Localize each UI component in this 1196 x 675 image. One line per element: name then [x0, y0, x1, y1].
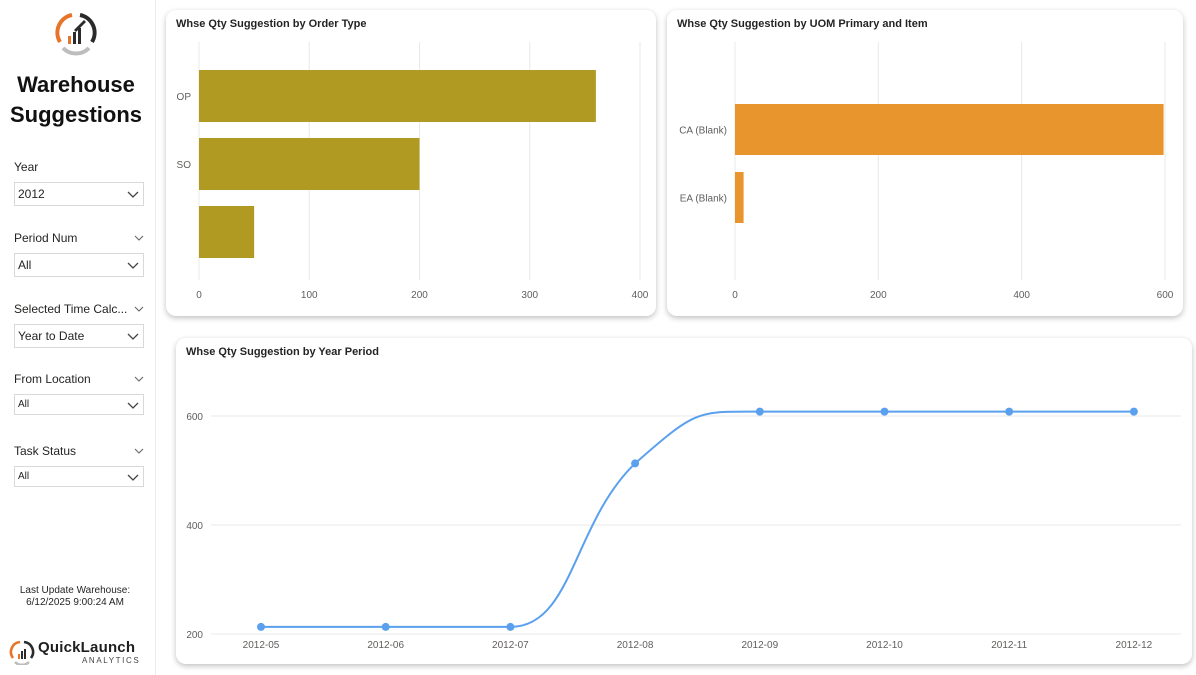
x-tick-label: 200: [870, 290, 887, 301]
data-point: [755, 407, 764, 416]
chevron-down-icon[interactable]: [134, 233, 144, 243]
bar: [199, 138, 420, 190]
year-slicer: Year 2012: [14, 158, 144, 206]
y-tick-label: 400: [186, 521, 203, 532]
task-status-slicer: Task Status All: [14, 442, 144, 487]
x-tick-label: 400: [1013, 290, 1030, 301]
x-tick-label: 2012-05: [243, 640, 280, 651]
brand-subtitle: ANALYTICS: [82, 656, 141, 665]
data-point: [1129, 407, 1138, 416]
data-point: [631, 459, 640, 468]
chevron-down-icon: [127, 333, 139, 340]
chart-title: Whse Qty Suggestion by UOM Primary and I…: [677, 18, 928, 30]
from-location-dropdown[interactable]: All: [14, 394, 144, 415]
chevron-down-icon: [127, 402, 139, 409]
x-tick-label: 0: [732, 290, 738, 301]
chevron-down-icon: [127, 262, 139, 269]
time-calc-dropdown[interactable]: Year to Date: [14, 324, 144, 348]
data-point: [506, 622, 515, 631]
quicklaunch-logo-icon: [9, 640, 35, 665]
bar: [199, 70, 596, 122]
period-num-label: Period Num: [14, 231, 78, 245]
chevron-down-icon: [127, 474, 139, 481]
y-tick-label: OP: [177, 92, 192, 103]
year-period-chart-card[interactable]: Whse Qty Suggestion by Year Period 200 40…: [176, 338, 1192, 664]
x-tick-label: 2012-11: [991, 640, 1027, 651]
y-tick-label: EA (Blank): [680, 194, 727, 205]
data-point: [381, 622, 390, 631]
time-calc-label: Selected Time Calc...: [14, 302, 128, 316]
bar: [735, 104, 1164, 155]
data-point: [257, 622, 265, 631]
bar: [735, 172, 744, 223]
order-type-bar-chart: 0 100 200 300 400 OP SO: [177, 42, 649, 301]
y-tick-label: 200: [186, 630, 203, 641]
uom-chart-card[interactable]: Whse Qty Suggestion by UOM Primary and I…: [667, 10, 1183, 316]
bar: [199, 206, 255, 258]
year-period-line-chart: 200 400 600 2012-05 2012-06 2012-07 2012-08 201…: [186, 407, 1181, 651]
x-tick-label: 2012-08: [617, 640, 654, 651]
period-num-slicer: Period Num All: [14, 229, 144, 277]
x-tick-label: 600: [1157, 290, 1174, 301]
y-tick-label: CA (Blank): [679, 126, 727, 137]
chart-title: Whse Qty Suggestion by Order Type: [176, 18, 367, 30]
period-num-value: All: [18, 258, 32, 272]
chevron-down-icon[interactable]: [134, 374, 144, 384]
x-tick-label: 400: [632, 290, 649, 301]
x-tick-label: 100: [301, 290, 318, 301]
chart-title: Whse Qty Suggestion by Year Period: [186, 346, 379, 358]
x-tick-label: 2012-12: [1116, 640, 1153, 651]
x-tick-label: 200: [411, 290, 428, 301]
y-tick-label: SO: [177, 160, 192, 171]
from-location-label: From Location: [14, 372, 91, 386]
data-point: [1005, 407, 1014, 416]
page-title: Warehouse Suggestions: [9, 72, 142, 127]
sidebar: Warehouse Suggestions Year 2012 Period N…: [0, 0, 156, 675]
rocket-gauge-icon: [55, 13, 97, 56]
brand-name: QuickLaunch: [38, 639, 136, 656]
task-status-value: All: [18, 471, 30, 482]
x-tick-label: 300: [521, 290, 538, 301]
x-tick-label: 2012-09: [741, 640, 778, 651]
from-location-slicer: From Location All: [14, 370, 144, 415]
x-tick-label: 2012-07: [492, 640, 529, 651]
y-tick-label: 600: [186, 412, 203, 423]
year-value: 2012: [18, 187, 45, 201]
period-num-dropdown[interactable]: All: [14, 253, 144, 277]
series-line: [261, 410, 1134, 628]
time-calc-slicer: Selected Time Calc... Year to Date: [14, 300, 144, 348]
x-tick-label: 2012-06: [367, 640, 404, 651]
time-calc-value: Year to Date: [18, 329, 85, 343]
chevron-down-icon: [127, 191, 139, 198]
year-dropdown[interactable]: 2012: [14, 182, 144, 206]
last-update-text: Last Update Warehouse: 6/12/2025 9:00:24…: [19, 585, 131, 608]
order-type-chart-card[interactable]: Whse Qty Suggestion by Order Type 0 100 20…: [166, 10, 656, 316]
x-tick-label: 0: [196, 290, 202, 301]
task-status-dropdown[interactable]: All: [14, 466, 144, 487]
x-tick-label: 2012-10: [866, 640, 903, 651]
from-location-value: All: [18, 399, 30, 410]
year-label: Year: [14, 160, 39, 174]
uom-bar-chart: 0 200 400 600 CA (Blank) EA (Blank): [679, 42, 1174, 301]
data-point: [880, 407, 889, 416]
chevron-down-icon[interactable]: [134, 304, 144, 314]
task-status-label: Task Status: [14, 444, 77, 458]
chevron-down-icon[interactable]: [134, 446, 144, 456]
